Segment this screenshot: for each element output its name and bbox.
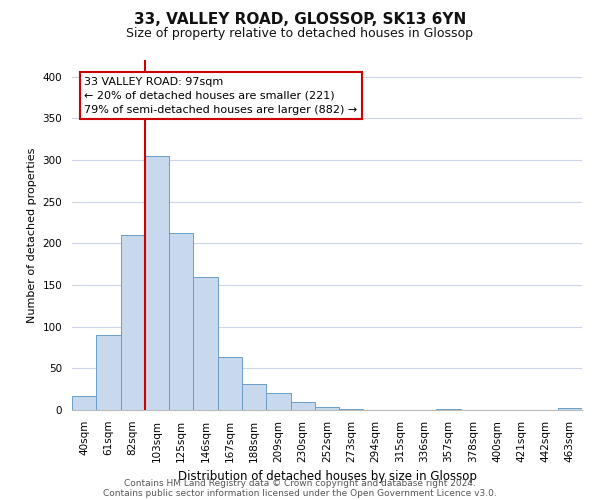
Bar [72, 396, 96, 410]
Bar [290, 402, 315, 410]
Bar [96, 335, 121, 410]
Text: Size of property relative to detached houses in Glossop: Size of property relative to detached ho… [127, 28, 473, 40]
Bar [145, 156, 169, 410]
Bar [169, 234, 193, 410]
Bar [436, 409, 461, 410]
X-axis label: Distribution of detached houses by size in Glossop: Distribution of detached houses by size … [178, 470, 476, 483]
Bar [121, 235, 145, 410]
Text: 33, VALLEY ROAD, GLOSSOP, SK13 6YN: 33, VALLEY ROAD, GLOSSOP, SK13 6YN [134, 12, 466, 28]
Bar [218, 356, 242, 410]
Bar [193, 276, 218, 410]
Bar [266, 394, 290, 410]
Bar [339, 409, 364, 410]
Bar [242, 384, 266, 410]
Bar [315, 406, 339, 410]
Bar [558, 408, 582, 410]
Y-axis label: Number of detached properties: Number of detached properties [27, 148, 37, 322]
Text: Contains public sector information licensed under the Open Government Licence v3: Contains public sector information licen… [103, 488, 497, 498]
Text: Contains HM Land Registry data © Crown copyright and database right 2024.: Contains HM Land Registry data © Crown c… [124, 478, 476, 488]
Text: 33 VALLEY ROAD: 97sqm
← 20% of detached houses are smaller (221)
79% of semi-det: 33 VALLEY ROAD: 97sqm ← 20% of detached … [84, 76, 358, 114]
